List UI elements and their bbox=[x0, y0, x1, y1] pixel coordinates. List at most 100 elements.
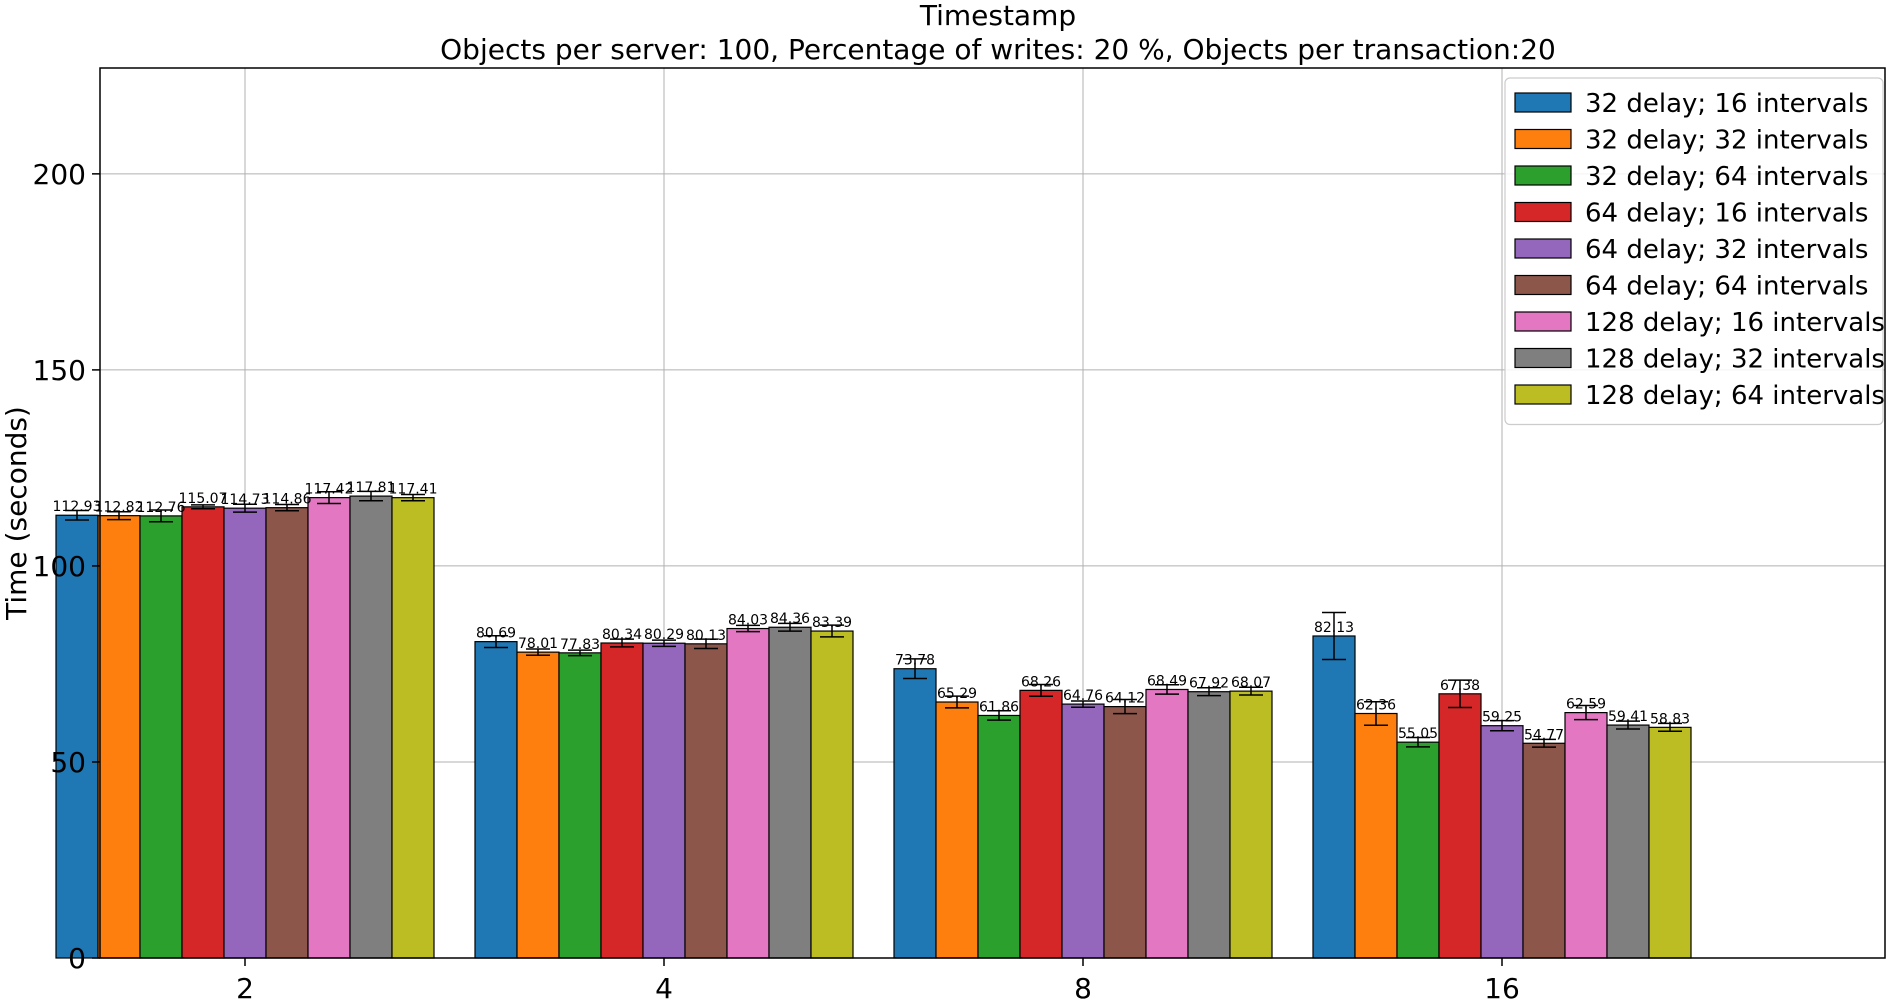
data-label: 61.86 bbox=[979, 699, 1019, 715]
data-label: 117.41 bbox=[389, 482, 438, 498]
bar bbox=[1606, 724, 1650, 959]
data-label: 112.82 bbox=[95, 500, 144, 516]
x-tick-label: 4 bbox=[655, 972, 673, 1000]
legend-entry-label: 32 delay; 32 intervals bbox=[1585, 126, 1868, 156]
bar bbox=[516, 651, 560, 959]
data-label: 117.42 bbox=[305, 482, 354, 498]
bar bbox=[768, 626, 812, 959]
legend-swatch bbox=[1514, 238, 1572, 259]
data-label: 114.73 bbox=[221, 492, 270, 508]
bar bbox=[1648, 726, 1692, 959]
bar bbox=[1187, 691, 1231, 959]
bar bbox=[223, 507, 267, 959]
bar bbox=[1312, 635, 1356, 959]
data-label: 64.76 bbox=[1063, 688, 1103, 704]
y-tick-label: 100 bbox=[33, 550, 86, 583]
legend-box bbox=[1504, 77, 1884, 426]
data-label: 62.59 bbox=[1566, 697, 1606, 713]
legend-entry-label: 32 delay; 16 intervals bbox=[1585, 89, 1868, 119]
legend: 32 delay; 16 intervals 32 delay; 32 inter… bbox=[1504, 77, 1885, 426]
legend-swatch bbox=[1514, 128, 1572, 150]
bar bbox=[893, 668, 937, 959]
bar bbox=[1103, 706, 1147, 959]
bar bbox=[1354, 712, 1398, 959]
bar bbox=[558, 652, 602, 959]
bar bbox=[1522, 742, 1566, 959]
data-label: 77.83 bbox=[560, 637, 600, 653]
bar bbox=[726, 627, 770, 959]
bar bbox=[139, 515, 183, 959]
bar bbox=[600, 642, 644, 959]
bar bbox=[684, 643, 728, 959]
bar bbox=[1061, 703, 1105, 959]
y-tick-label: 150 bbox=[33, 354, 86, 387]
bar bbox=[1229, 690, 1273, 959]
bars-group bbox=[55, 490, 1692, 959]
bar bbox=[1480, 725, 1524, 959]
data-label: 59.25 bbox=[1482, 710, 1522, 726]
bar bbox=[1145, 688, 1189, 959]
bar bbox=[810, 630, 854, 959]
data-label: 67.38 bbox=[1440, 678, 1480, 694]
data-label: 80.29 bbox=[644, 627, 684, 643]
data-label: 112.76 bbox=[137, 500, 186, 516]
bar bbox=[474, 641, 518, 959]
data-label: 80.34 bbox=[602, 627, 642, 643]
y-axis-label: Time (seconds) bbox=[0, 406, 33, 621]
legend-swatch bbox=[1514, 92, 1572, 113]
bar bbox=[1438, 693, 1482, 959]
data-label: 112.93 bbox=[53, 499, 102, 515]
data-label: 114.86 bbox=[263, 492, 312, 508]
bar bbox=[391, 497, 435, 959]
legend-swatch bbox=[1514, 384, 1572, 405]
x-tick-label: 16 bbox=[1484, 972, 1520, 1000]
data-label: 58.83 bbox=[1650, 711, 1690, 727]
data-label: 67.92 bbox=[1189, 676, 1229, 692]
data-label: 62.36 bbox=[1356, 698, 1396, 714]
legend-entry-label: 128 delay; 32 intervals bbox=[1585, 345, 1885, 375]
data-label: 54.77 bbox=[1524, 727, 1564, 743]
data-label: 80.69 bbox=[476, 626, 516, 642]
data-label: 83.39 bbox=[812, 615, 852, 631]
y-tick-label: 0 bbox=[68, 942, 86, 975]
legend-entry-label: 64 delay; 32 intervals bbox=[1585, 235, 1868, 265]
bar bbox=[97, 515, 141, 959]
bar bbox=[265, 507, 309, 959]
legend-entry-label: 128 delay; 16 intervals bbox=[1585, 308, 1885, 338]
x-tick-label: 2 bbox=[236, 972, 254, 1000]
legend-swatch bbox=[1514, 311, 1572, 332]
legend-entry-label: 64 delay; 16 intervals bbox=[1585, 199, 1868, 229]
data-label: 78.01 bbox=[518, 636, 558, 652]
x-tick-label: 8 bbox=[1074, 972, 1092, 1000]
data-label: 84.36 bbox=[770, 611, 810, 627]
data-label: 115.07 bbox=[179, 491, 228, 507]
data-label: 117.81 bbox=[347, 480, 396, 496]
legend-swatch bbox=[1514, 347, 1572, 369]
data-label: 82.13 bbox=[1314, 620, 1354, 636]
bar bbox=[1019, 689, 1063, 959]
data-label: 55.05 bbox=[1398, 726, 1438, 742]
bar bbox=[1396, 741, 1440, 959]
legend-entry-label: 128 delay; 64 intervals bbox=[1585, 381, 1885, 411]
data-label: 68.49 bbox=[1147, 673, 1187, 689]
legend-swatch bbox=[1514, 274, 1572, 296]
bar bbox=[1564, 712, 1608, 959]
legend-entry-label: 64 delay; 64 intervals bbox=[1585, 272, 1868, 302]
data-label: 68.07 bbox=[1231, 675, 1271, 691]
legend-entry-label: 32 delay; 64 intervals bbox=[1585, 162, 1868, 192]
chart-subtitle: Objects per server: 100, Percentage of w… bbox=[440, 33, 1556, 66]
plot-frame bbox=[99, 67, 1886, 959]
data-label: 80.13 bbox=[686, 628, 726, 644]
bar bbox=[977, 714, 1021, 959]
chart-title: Timestamp bbox=[919, 0, 1076, 32]
bar bbox=[307, 497, 351, 959]
y-tick-label: 50 bbox=[50, 746, 86, 779]
y-tick-label: 200 bbox=[33, 158, 86, 191]
data-label: 59.41 bbox=[1608, 709, 1648, 725]
data-label: 68.26 bbox=[1021, 674, 1061, 690]
bar bbox=[642, 642, 686, 959]
data-label: 65.29 bbox=[937, 686, 977, 702]
legend-swatch bbox=[1514, 165, 1572, 186]
